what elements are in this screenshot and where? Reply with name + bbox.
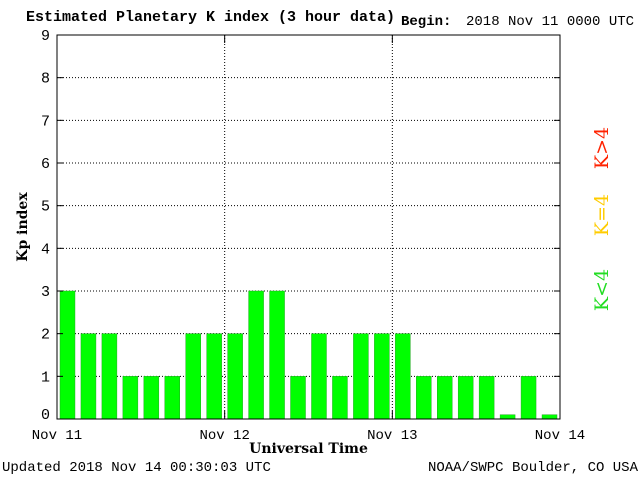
kp-bar bbox=[457, 376, 474, 420]
tick-label-y: 0 bbox=[41, 407, 50, 424]
kp-bar bbox=[395, 333, 411, 420]
kp-bar bbox=[185, 333, 201, 420]
kp-bar bbox=[269, 290, 285, 420]
kp-bar bbox=[101, 333, 118, 420]
chart-title: Estimated Planetary K index (3 hour data… bbox=[26, 9, 396, 26]
tick-label-y: 2 bbox=[41, 327, 50, 344]
tick-label-x: Nov 11 bbox=[32, 428, 82, 444]
x-axis-title: Universal Time bbox=[249, 441, 368, 457]
tick-label-y: 6 bbox=[41, 156, 50, 173]
kp-bar bbox=[290, 376, 306, 420]
legend-high: K>4 bbox=[591, 127, 613, 169]
tick-label-y: 4 bbox=[41, 241, 50, 258]
kp-bar bbox=[164, 376, 181, 420]
kp-bar bbox=[80, 333, 97, 420]
legend-mid: K=4 bbox=[591, 194, 613, 236]
kp-bar bbox=[520, 376, 537, 420]
kp-bar bbox=[206, 333, 222, 420]
tick-label-y: 1 bbox=[41, 369, 50, 386]
kp-bar bbox=[416, 376, 432, 420]
kp-bar bbox=[541, 414, 558, 420]
kp-bar bbox=[248, 290, 264, 420]
legend-low: K<4 bbox=[591, 269, 613, 311]
kp-bar bbox=[437, 376, 453, 420]
kp-bar bbox=[332, 376, 348, 420]
plot-frame bbox=[56, 34, 561, 420]
kp-bar bbox=[59, 290, 76, 420]
begin-value: 2018 Nov 11 0000 UTC bbox=[466, 14, 635, 30]
updated-timestamp: Updated 2018 Nov 14 00:30:03 UTC bbox=[2, 460, 271, 476]
tick-label-y: 9 bbox=[41, 28, 50, 45]
kp-bar bbox=[374, 333, 390, 420]
kp-bar bbox=[122, 376, 139, 420]
tick-label-x: Nov 13 bbox=[367, 428, 417, 444]
kp-bar bbox=[227, 333, 243, 420]
tick-label-y: 5 bbox=[41, 199, 50, 216]
kp-bar bbox=[143, 376, 160, 420]
kp-bar bbox=[478, 376, 495, 420]
tick-label-x: Nov 14 bbox=[535, 428, 585, 444]
kp-bar bbox=[499, 414, 516, 420]
tick-label-y: 3 bbox=[41, 284, 50, 301]
credit-text: NOAA/SWPC Boulder, CO USA bbox=[427, 460, 638, 476]
tick-label-y: 7 bbox=[41, 113, 50, 130]
y-axis-title: Kp index bbox=[15, 192, 31, 262]
begin-label: Begin: bbox=[401, 14, 452, 30]
tick-label-y: 8 bbox=[41, 71, 50, 88]
kp-bar bbox=[353, 333, 369, 420]
kp-bar bbox=[311, 333, 327, 420]
tick-label-x: Nov 12 bbox=[199, 428, 249, 444]
